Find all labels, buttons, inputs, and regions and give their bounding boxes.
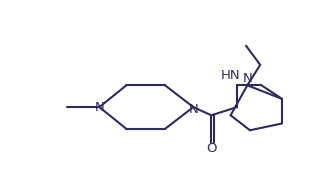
Text: O: O: [206, 142, 216, 155]
Text: N: N: [189, 103, 198, 116]
Text: N: N: [95, 101, 104, 114]
Text: N: N: [242, 72, 252, 85]
Text: HN: HN: [221, 69, 240, 82]
